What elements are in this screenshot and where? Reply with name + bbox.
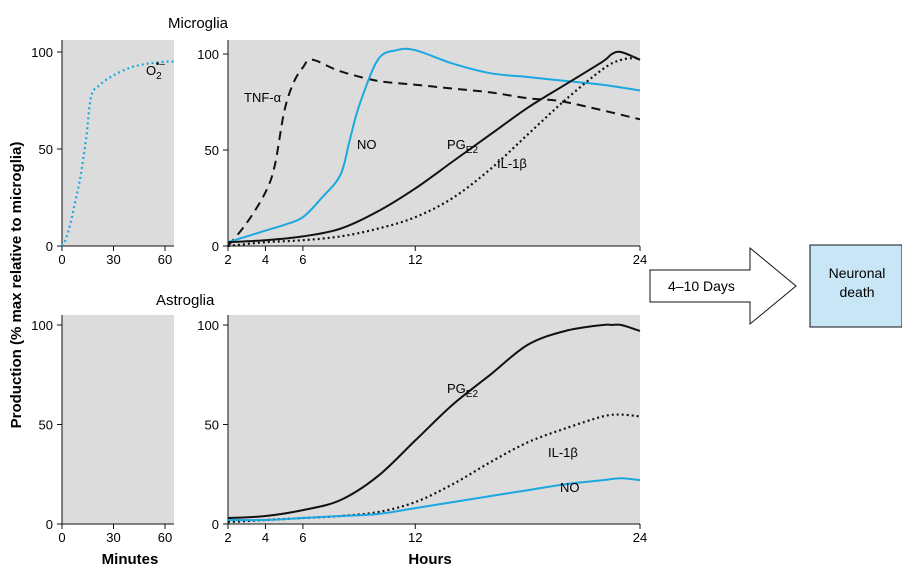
y-tick-label: 0 <box>46 239 53 254</box>
neuronal-death-line2: death <box>839 284 874 300</box>
x-tick-label: 4 <box>262 252 269 267</box>
x-tick-label: 0 <box>58 252 65 267</box>
title-astroglia: Astroglia <box>156 292 215 309</box>
x-tick-label: 2 <box>224 252 231 267</box>
x-tick-label: 60 <box>158 530 172 545</box>
series-astroglia-hours-pge2 <box>227 323 641 519</box>
x-tick-label: 12 <box>408 252 422 267</box>
y-tick-label: 50 <box>39 142 53 157</box>
y-tick-label: 0 <box>46 517 53 532</box>
label-no-astro: NO <box>560 480 580 495</box>
x-tick-label: 24 <box>633 530 647 545</box>
series-microglia-hours-pge2 <box>227 50 641 244</box>
y-tick-label: 100 <box>197 47 219 62</box>
y-tick-label: 100 <box>31 45 53 60</box>
neuronal-death-line1: Neuronal <box>829 265 886 281</box>
label-pge2-astro: PGE2 <box>447 381 478 400</box>
y-tick-label: 50 <box>205 418 219 433</box>
y-tick-label: 0 <box>212 239 219 254</box>
label-pge2-micro: PGE2 <box>447 137 478 156</box>
x-tick-label: 30 <box>106 252 120 267</box>
label-no-micro: NO <box>357 137 377 152</box>
y-tick-label: 50 <box>205 143 219 158</box>
panel-microglia-hours <box>228 40 640 246</box>
series-microglia-hours-il1 <box>227 56 641 248</box>
label-il1b-astro: IL-1β <box>548 445 578 460</box>
x-tick-label: 6 <box>299 252 306 267</box>
x-axis-label-minutes: Minutes <box>102 551 159 568</box>
x-tick-label: 60 <box>158 252 172 267</box>
x-tick-label: 24 <box>633 252 647 267</box>
series-astroglia-hours-no <box>227 477 641 522</box>
days-arrow <box>649 246 797 326</box>
label-il1b-micro: IL-1β <box>497 156 527 171</box>
x-tick-label: 6 <box>299 530 306 545</box>
x-tick-label: 2 <box>224 530 231 545</box>
label-o2: O2•– <box>146 59 165 82</box>
panel-microglia-minutes <box>62 40 174 246</box>
x-tick-label: 4 <box>262 530 269 545</box>
panel-astroglia-hours <box>228 315 640 524</box>
y-tick-label: 100 <box>197 318 219 333</box>
neuronal-death-box <box>809 244 902 328</box>
x-tick-label: 0 <box>58 530 65 545</box>
series-microglia-hours-tnf <box>227 58 641 247</box>
x-tick-label: 12 <box>408 530 422 545</box>
x-axis-label-hours: Hours <box>408 551 451 568</box>
curves <box>61 47 641 524</box>
series-microglia-hours-no <box>227 47 641 244</box>
y-tick-label: 0 <box>212 517 219 532</box>
series-microglia-minutes-o2 <box>61 60 174 247</box>
title-microglia: Microglia <box>168 15 229 32</box>
panel-astroglia-minutes <box>62 315 174 524</box>
label-tnf: TNF-α <box>244 90 282 105</box>
y-tick-label: 50 <box>39 418 53 433</box>
days-arrow-label: 4–10 Days <box>668 278 735 294</box>
y-axis-label: Production (% max relative to microglia) <box>8 142 25 429</box>
y-tick-label: 100 <box>31 318 53 333</box>
x-tick-label: 30 <box>106 530 120 545</box>
